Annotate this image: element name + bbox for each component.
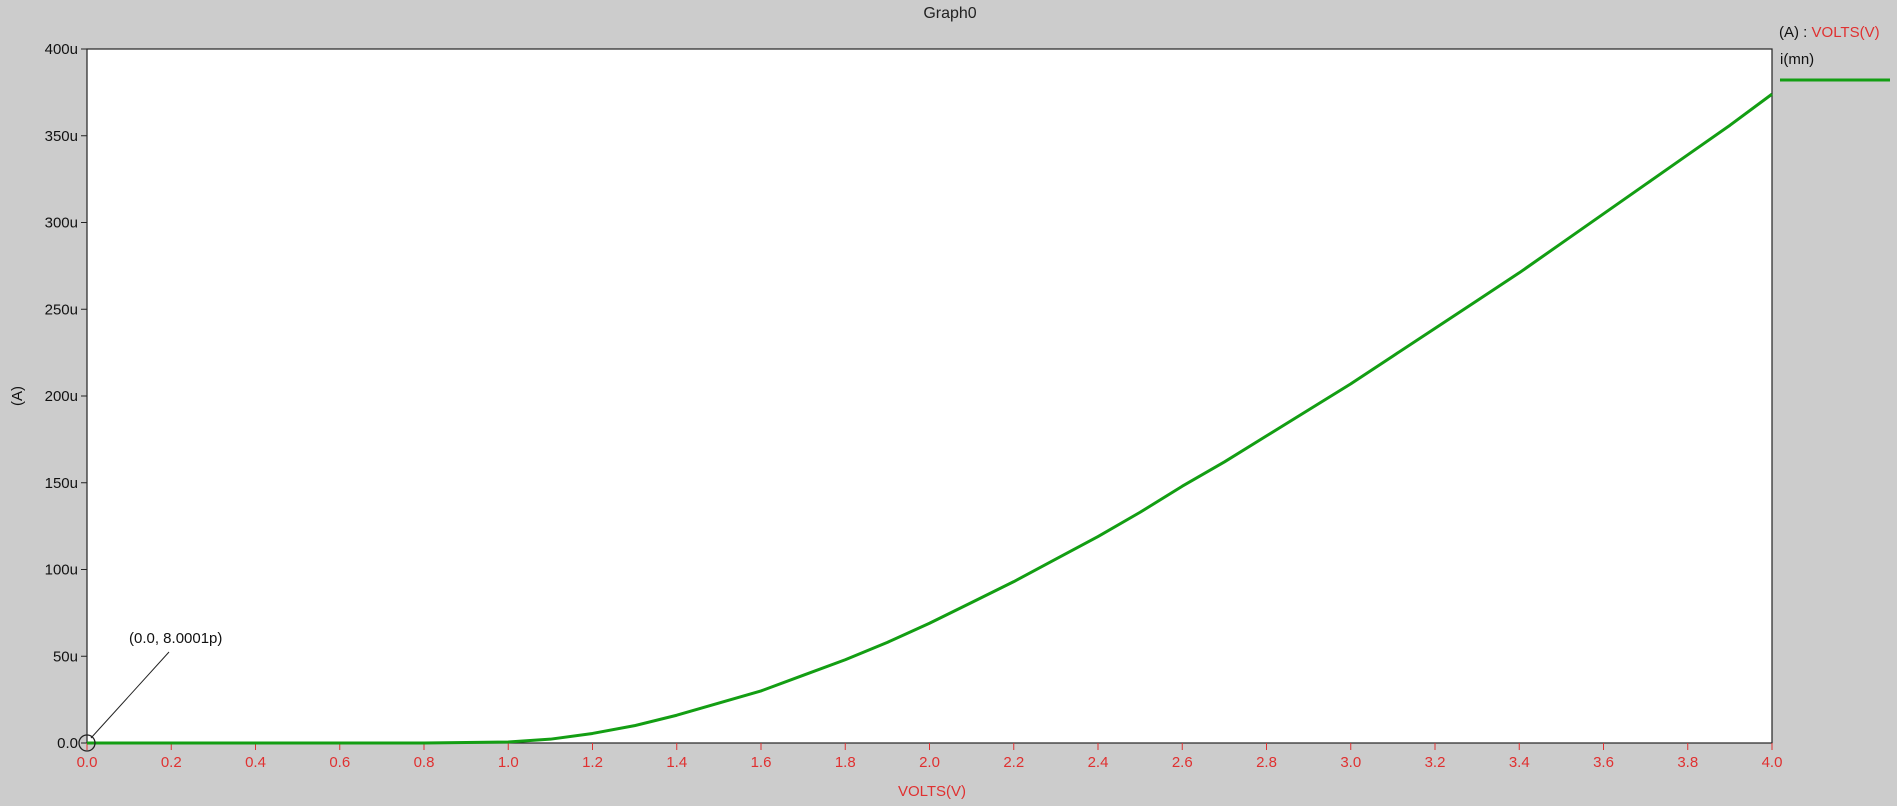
x-axis-ticks: 0.0 0.2 0.4 0.6 0.8 1.0 1.2 1.4 1.6 1.8 2.0 2.2 2.4 2… [77, 743, 1783, 771]
y-tick-label: 400u [45, 41, 78, 58]
series-layer [87, 92, 1773, 745]
x-tick-label: 0.4 [245, 754, 266, 771]
y-tick-label: 300u [45, 215, 78, 232]
x-tick-label: 1.2 [582, 754, 603, 771]
x-tick-label: 2.4 [1088, 754, 1109, 771]
x-axis-label: VOLTS(V) [898, 783, 966, 800]
x-tick-label: 3.0 [1340, 754, 1361, 771]
x-tick-label: 1.6 [751, 754, 772, 771]
legend-header: (A) : VOLTS(V) [1779, 24, 1880, 41]
x-tick-label: 1.0 [498, 754, 519, 771]
y-tick-label: 250u [45, 301, 78, 318]
x-tick-label: 0.2 [161, 754, 182, 771]
x-tick-label: 0.0 [77, 754, 98, 771]
x-tick-label: 3.4 [1509, 754, 1530, 771]
y-axis-label: (A) [9, 386, 26, 406]
y-tick-label: 50u [53, 648, 78, 665]
legend-series-name[interactable]: i(mn) [1780, 51, 1814, 68]
x-tick-label: 1.8 [835, 754, 856, 771]
y-tick-label: 350u [45, 128, 78, 145]
marker-annotation[interactable]: (0.0, 8.0001p) [78, 630, 222, 752]
marker-circle[interactable] [78, 734, 96, 752]
x-tick-label: 2.0 [919, 754, 940, 771]
x-tick-label: 3.6 [1593, 754, 1614, 771]
plot-area[interactable] [86, 48, 1773, 744]
marker-label: (0.0, 8.0001p) [129, 630, 222, 647]
legend-separator: : [1799, 24, 1812, 41]
marker-leader-line [90, 651, 170, 739]
x-tick-label: 0.6 [329, 754, 350, 771]
x-tick-label: 0.8 [414, 754, 435, 771]
x-tick-label: 2.2 [1003, 754, 1024, 771]
legend-axis-label: (A) [1779, 24, 1799, 41]
x-tick-label: 3.8 [1677, 754, 1698, 771]
y-tick-label: 0.0 [57, 735, 78, 752]
y-tick-label: 150u [45, 475, 78, 492]
x-tick-label: 3.2 [1425, 754, 1446, 771]
legend: (A) : VOLTS(V) i(mn) [1779, 24, 1890, 82]
series-line-i-mn[interactable] [87, 92, 1773, 745]
x-tick-label: 2.8 [1256, 754, 1277, 771]
y-axis-ticks: 0.0 50u 100u 150u 200u 250u 300u 350u 400u [45, 41, 87, 752]
graph-title: Graph0 [923, 5, 976, 22]
x-tick-label: 2.6 [1172, 754, 1193, 771]
y-tick-label: 100u [45, 562, 78, 579]
y-tick-label: 200u [45, 388, 78, 405]
legend-axis-name: VOLTS(V) [1812, 24, 1880, 41]
x-tick-label: 4.0 [1762, 754, 1783, 771]
x-tick-label: 1.4 [666, 754, 687, 771]
